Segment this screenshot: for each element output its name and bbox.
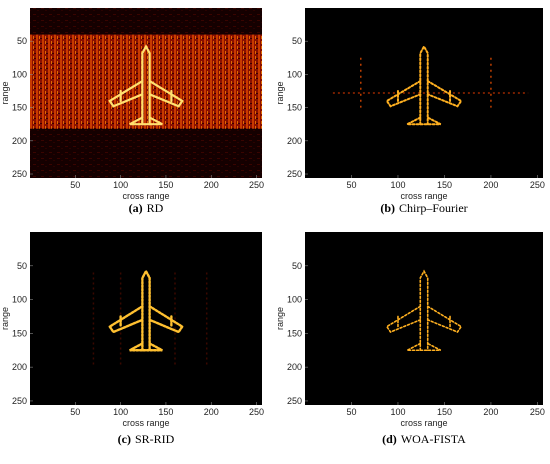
fuselage — [419, 269, 429, 352]
caption-text: Chirp–Fourier — [399, 201, 468, 215]
x-tick-label: 50 — [70, 180, 80, 190]
y-tick-label: 200 — [287, 362, 302, 372]
left-wing — [385, 305, 422, 334]
right-wing — [426, 80, 463, 108]
panel: 50 100 150 200 250 50 100 150 200 250 cross range r… — [275, 232, 545, 446]
caption: (b) Chirp–Fourier — [380, 201, 467, 215]
panel: 50 100 150 200 250 50 100 150 200 250 cross range r… — [0, 232, 264, 446]
x-tick-label: 200 — [483, 180, 498, 190]
y-tick-label: 50 — [292, 261, 302, 271]
caption-text: SR-RID — [135, 432, 175, 446]
x-tick-label: 200 — [204, 180, 219, 190]
image-background — [305, 232, 543, 405]
tail — [406, 116, 442, 126]
x-tick-label: 150 — [437, 407, 452, 417]
y-tick-label: 50 — [17, 261, 27, 271]
x-tick-label: 250 — [530, 407, 545, 417]
x-tick-label: 250 — [530, 180, 545, 190]
x-tick-label: 200 — [483, 407, 498, 417]
x-tick-label: 100 — [113, 180, 128, 190]
y-axis-label: range — [0, 81, 10, 104]
x-axis-label: cross range — [400, 191, 447, 201]
caption-tag: (d) — [382, 432, 397, 446]
fuselage — [419, 44, 429, 126]
y-tick-label: 100 — [287, 295, 302, 305]
caption-tag: (a) — [129, 201, 143, 215]
y-tick-label: 250 — [12, 396, 27, 406]
y-tick-label: 200 — [12, 136, 27, 146]
panel: 50 100 150 200 250 50 100 150 200 250 cross range r… — [275, 8, 545, 215]
y-axis-label: range — [275, 81, 285, 104]
left-wing — [385, 80, 422, 108]
x-tick-label: 100 — [113, 407, 128, 417]
fuselage — [141, 268, 151, 352]
tail — [129, 116, 163, 126]
x-tick-label: 100 — [390, 180, 405, 190]
x-tick-label: 50 — [70, 407, 80, 417]
x-axis-label: cross range — [122, 191, 169, 201]
y-tick-label: 250 — [287, 396, 302, 406]
x-tick-label: 150 — [437, 180, 452, 190]
y-tick-label: 250 — [287, 169, 302, 179]
y-tick-label: 100 — [12, 295, 27, 305]
left-wing — [108, 305, 144, 334]
right-wing — [148, 305, 184, 334]
caption-tag: (c) — [118, 432, 131, 446]
y-axis-label: range — [0, 307, 10, 330]
x-tick-label: 150 — [158, 407, 173, 417]
tail — [129, 342, 163, 352]
left-wing — [108, 79, 144, 108]
right-wing — [426, 305, 463, 334]
y-tick-label: 150 — [12, 328, 27, 338]
y-tick-label: 200 — [12, 362, 27, 372]
caption-text: RD — [147, 201, 164, 215]
x-tick-label: 100 — [390, 407, 405, 417]
caption-text: WOA-FISTA — [401, 432, 466, 446]
x-tick-label: 50 — [346, 407, 356, 417]
y-tick-label: 100 — [12, 69, 27, 79]
caption: (a) RD — [129, 201, 164, 215]
y-tick-label: 150 — [287, 328, 302, 338]
y-tick-label: 200 — [287, 136, 302, 146]
x-tick-label: 50 — [346, 180, 356, 190]
y-tick-label: 150 — [287, 103, 302, 113]
y-tick-label: 50 — [292, 36, 302, 46]
x-tick-label: 200 — [204, 407, 219, 417]
x-tick-label: 250 — [249, 180, 264, 190]
panel: 50 100 150 200 250 50 100 150 200 250 cross range r… — [0, 8, 264, 215]
y-axis-label: range — [275, 307, 285, 330]
x-axis-label: cross range — [400, 418, 447, 428]
x-tick-label: 150 — [158, 180, 173, 190]
tail — [406, 342, 442, 352]
caption: (c) SR-RID — [118, 432, 175, 446]
x-tick-label: 250 — [249, 407, 264, 417]
noise-lower — [30, 128, 262, 178]
image-background — [30, 232, 262, 405]
y-tick-label: 50 — [17, 36, 27, 46]
caption: (d) WOA-FISTA — [382, 432, 466, 446]
noise-upper — [30, 8, 262, 35]
y-tick-label: 100 — [287, 69, 302, 79]
y-tick-label: 150 — [12, 103, 27, 113]
right-wing — [148, 79, 184, 108]
noise-band — [30, 34, 262, 129]
x-axis-label: cross range — [122, 418, 169, 428]
caption-tag: (b) — [380, 201, 395, 215]
fuselage — [141, 44, 151, 126]
y-tick-label: 250 — [12, 169, 27, 179]
